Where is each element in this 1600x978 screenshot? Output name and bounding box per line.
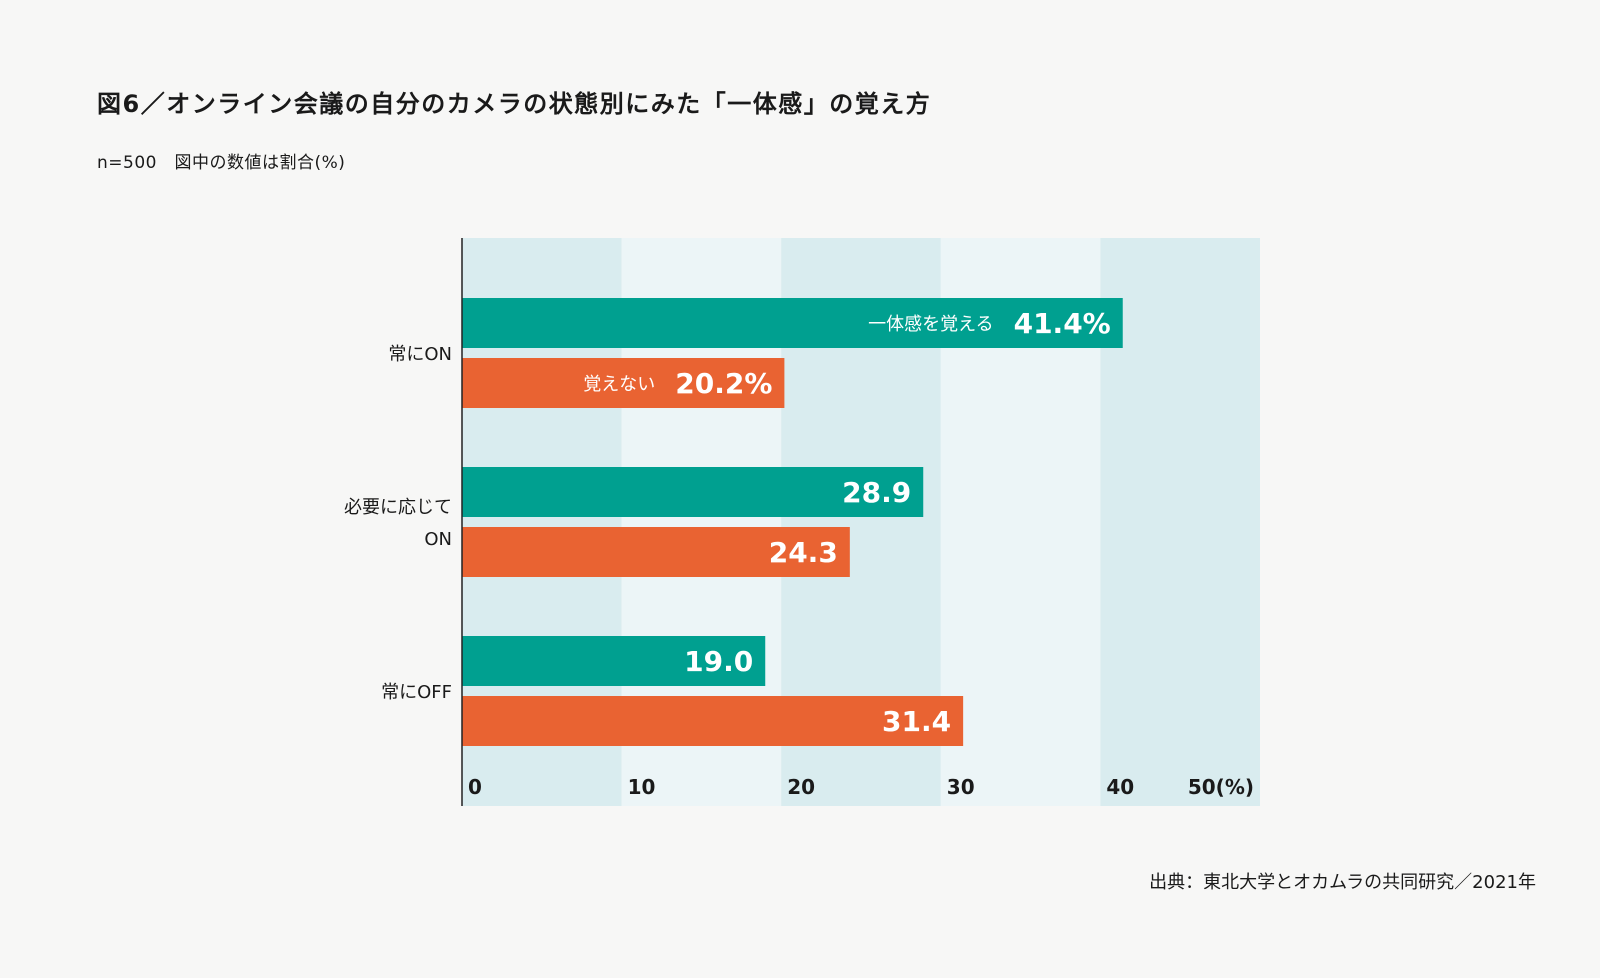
series-inline-label: 一体感を覚える: [868, 314, 993, 335]
data-label: 31.4: [882, 705, 951, 738]
grid-band: [1100, 238, 1260, 806]
x-tick-label: 40: [1106, 775, 1134, 799]
x-tick-label: 30: [947, 775, 975, 799]
bar-not-feel-1: [462, 527, 850, 577]
bar-feel-unity-0: [462, 298, 1123, 348]
x-tick-label: 20: [787, 775, 815, 799]
category-label: ON: [424, 529, 452, 550]
bar-not-feel-0: [462, 358, 785, 408]
x-axis-ticks: 0 10 20 30 40 50(%): [468, 775, 1254, 799]
bar-feel-unity-1: [462, 467, 924, 517]
data-label: 20.2%: [675, 367, 772, 400]
data-label: 19.0: [684, 645, 753, 678]
chart-title: 図6／オンライン会議の自分のカメラの状態別にみた「一体感」の覚え方: [97, 90, 932, 118]
chart-subtitle: n=500 図中の数値は割合(%): [97, 153, 346, 173]
bar-feel-unity-2: [462, 636, 766, 686]
series-inline-label: 覚えない: [583, 374, 655, 395]
category-labels: 常にON 必要に応じて ON 常にOFF: [344, 344, 452, 703]
bar-not-feel-2: [462, 696, 964, 746]
x-tick-label: 50(%): [1188, 775, 1254, 799]
category-label: 常にOFF: [381, 682, 452, 703]
data-label: 41.4%: [1014, 307, 1111, 340]
x-tick-label: 10: [628, 775, 656, 799]
x-tick-label: 0: [468, 775, 482, 799]
category-label: 常にON: [388, 344, 452, 365]
bars: 41.4% 一体感を覚える 28.9 19.0 20.2% 覚えない 24.3 31.4: [462, 298, 1123, 746]
data-label: 28.9: [842, 476, 911, 509]
source-note: 出典：東北大学とオカムラの共同研究／2021年: [1149, 872, 1536, 893]
category-label: 必要に応じて: [344, 497, 452, 518]
data-label: 24.3: [769, 536, 838, 569]
